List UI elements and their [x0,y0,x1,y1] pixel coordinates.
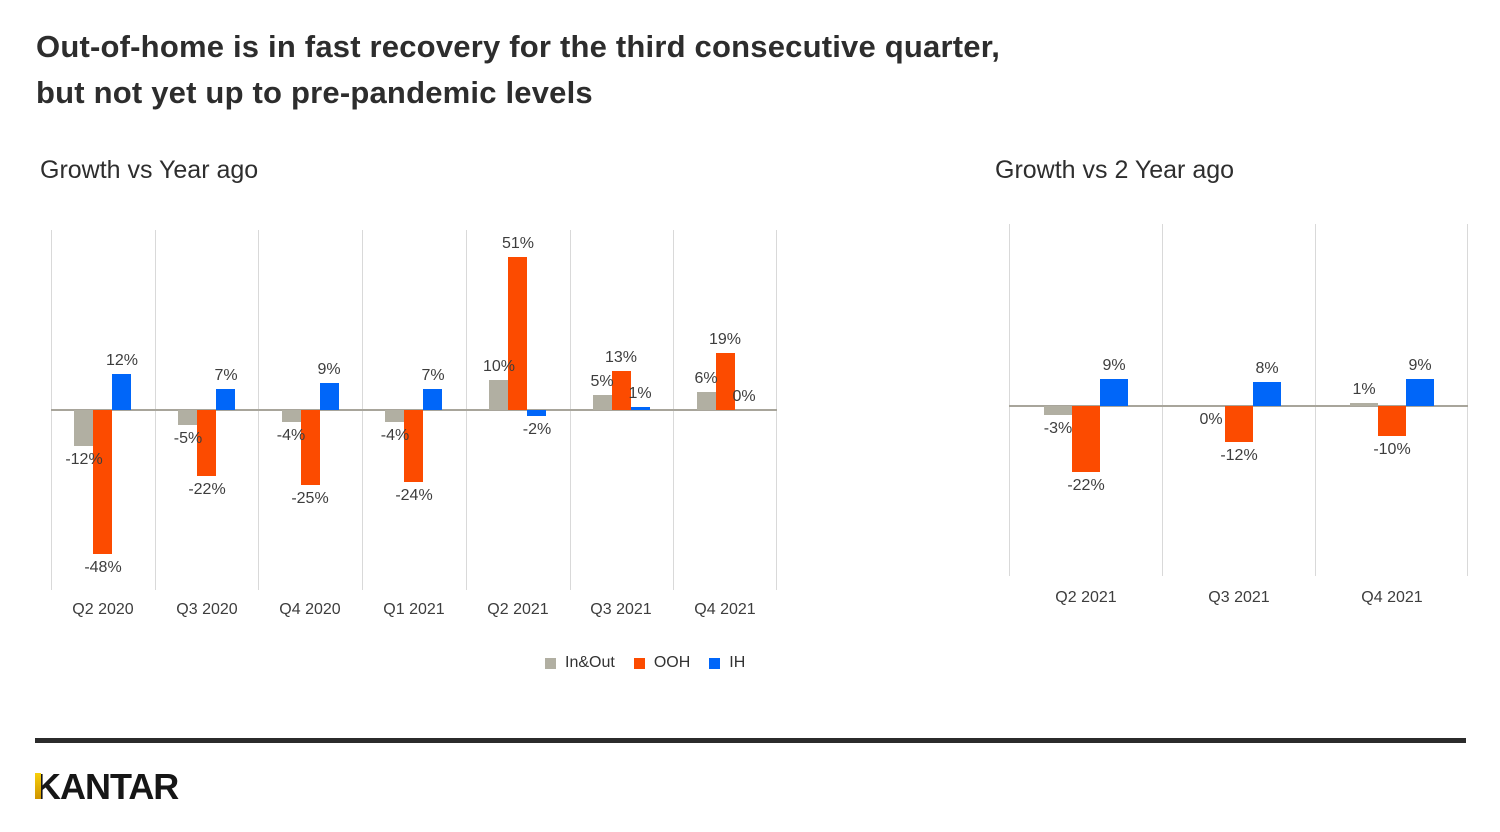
legend-label-ih: IH [729,654,746,671]
data-label-ih-q3-2021: 8% [1255,360,1279,377]
bar-in-out-q4-2021 [1350,403,1378,406]
bar-in-out-q3-2021 [593,395,612,410]
page-title: Out-of-home is in fast recovery for the … [36,29,1001,110]
bar-ih-q1-2021 [423,389,442,410]
bar-ih-q3-2020 [216,389,235,410]
legend-swatch-in-out [545,657,556,669]
bar-ooh-q2-2020 [93,410,112,554]
category-label-q4-2020: Q4 2020 [279,601,341,618]
data-label-ooh-q1-2021: -24% [395,487,433,504]
category-label-q2-2021: Q2 2021 [1055,589,1117,606]
chart-legend: In&Out OOH IH [545,654,745,672]
kantar-logo: KANTAR [35,766,179,807]
category-label-q2-2020: Q2 2020 [72,601,134,618]
data-label-ooh-q3-2021: -12% [1220,447,1258,464]
chart-growth-vs-year-ago: -12% -5% -4% -4% 10% 5% 6% -48% -22% -25% -24% 51% 1… [51,230,777,618]
data-label-in-out-q3-2021: 0% [1199,411,1223,428]
data-label-in-out-q2-2020: -12% [65,451,103,468]
bar-in-out-q2-2021 [1044,406,1072,415]
data-label-ooh-q2-2021: -22% [1067,477,1105,494]
bar-ooh-q3-2021 [1225,406,1253,442]
gridline [1009,224,1010,576]
data-label-ooh-q3-2021: 13% [604,349,638,366]
data-label-ih-q2-2021: -2% [522,421,552,438]
data-label-ih-q4-2021: 9% [1408,357,1432,374]
kantar-logo-gold-bar [35,773,41,799]
bar-ooh-q1-2021 [404,410,423,482]
gridline [1162,224,1163,576]
bar-in-out-q4-2021 [697,392,716,410]
bar-ooh-q2-2021 [1072,406,1100,472]
data-label-in-out-q3-2021: 5% [590,373,614,390]
bar-ih-q4-2020 [320,383,339,410]
category-label-q2-2021: Q2 2021 [487,601,549,618]
data-label-ih-q2-2021: 9% [1102,357,1126,374]
legend-swatch-ooh [633,657,645,669]
data-label-ih-q3-2020: 7% [214,367,238,384]
bar-ih-q3-2021 [631,407,650,410]
bar-ooh-q4-2021 [716,353,735,410]
gridline [1467,224,1468,576]
bar-in-out-q2-2021 [489,380,508,410]
category-label-q4-2021: Q4 2021 [1361,589,1423,606]
category-label-q3-2020: Q3 2020 [176,601,238,618]
data-label-ooh-q3-2020: -22% [188,481,226,498]
bar-in-out-q4-2020 [282,410,301,422]
chart-title-growth-vs-year-ago: Growth vs Year ago [40,156,259,184]
footer-divider [35,738,1466,743]
data-label-ih-q4-2020: 9% [317,361,341,378]
data-label-in-out-q4-2021: 6% [694,370,718,387]
bar-ooh-q2-2021 [508,257,527,410]
legend-label-in-out: In&Out [565,654,615,671]
bar-ih-q2-2021 [527,410,546,416]
bar-ih-q4-2021 [1406,379,1434,406]
legend-item-ooh: OOH [633,654,691,672]
chart-title-growth-vs-2-year-ago: Growth vs 2 Year ago [995,156,1235,184]
category-label-q1-2021: Q1 2021 [383,601,445,618]
data-label-ooh-q4-2021: -10% [1373,441,1411,458]
data-label-in-out-q4-2021: 1% [1352,381,1376,398]
data-label-in-out-q2-2021: -3% [1043,420,1073,437]
data-label-ih-q2-2020: 12% [105,352,139,369]
data-label-ih-q4-2021: 0% [732,388,756,405]
bar-in-out-q3-2020 [178,410,197,425]
bar-ooh-q4-2020 [301,410,320,485]
legend-label-ooh: OOH [653,654,691,671]
kantar-logo-text: KANTAR [35,766,179,807]
data-label-in-out-q1-2021: -4% [380,427,410,444]
bar-ooh-q4-2021 [1378,406,1406,436]
category-label-q4-2021: Q4 2021 [694,601,756,618]
legend-item-in-out: In&Out [545,654,615,672]
bar-ooh-q3-2021 [612,371,631,410]
data-label-in-out-q4-2020: -4% [276,427,306,444]
data-label-in-out-q3-2020: -5% [173,430,203,447]
legend-swatch-ih [709,657,721,669]
data-label-ooh-q4-2020: -25% [291,490,329,507]
bar-ih-q3-2021 [1253,382,1281,406]
chart-growth-vs-2-year-ago: -3% 0% 1% -22% -12% -10% 9% 8% 9% Q2 2021 Q3 2021 Q… [1009,224,1468,606]
category-label-q3-2021: Q3 2021 [590,601,652,618]
data-label-ih-q1-2021: 7% [421,367,445,384]
legend-item-ih: IH [709,654,745,672]
data-label-in-out-q2-2021: 10% [482,358,516,375]
data-label-ooh-q4-2021: 19% [708,331,742,348]
data-label-ooh-q2-2020: -48% [84,559,122,576]
bar-ih-q2-2021 [1100,379,1128,406]
bar-in-out-q2-2020 [74,410,93,446]
bar-in-out-q1-2021 [385,410,404,422]
gridline [1315,224,1316,576]
bar-ooh-q3-2020 [197,410,216,476]
data-label-ih-q3-2021: 1% [628,385,652,402]
category-label-q3-2021: Q3 2021 [1208,589,1270,606]
bar-ih-q2-2020 [112,374,131,410]
data-label-ooh-q2-2021: 51% [501,235,535,252]
